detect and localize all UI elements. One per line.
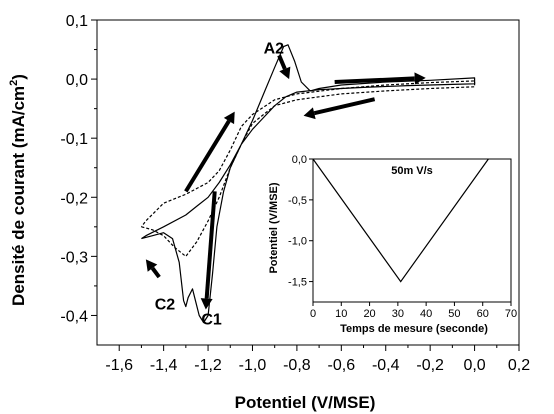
peak-annotations: A2 C2 C1 bbox=[155, 41, 284, 329]
x-tick-label: 0,2 bbox=[508, 357, 530, 374]
inset-y-tick-label: -0,5 bbox=[288, 195, 307, 207]
x-tick-label: -0,4 bbox=[372, 357, 400, 374]
y-axis-title: Densité de courant (mA/cm2) bbox=[8, 74, 28, 306]
inset-y-tick-label: -1,0 bbox=[288, 236, 307, 248]
arrow-head bbox=[303, 107, 316, 120]
arrow-head bbox=[279, 66, 291, 80]
inset-plot-frame bbox=[312, 158, 512, 303]
y-axis-title-main: Densité de courant (mA/cm bbox=[9, 86, 28, 306]
arrow-shaft bbox=[204, 191, 217, 299]
arrow-head bbox=[200, 298, 213, 310]
x-axis-title: Potentiel (V/MSE) bbox=[235, 393, 376, 412]
inset-title: 50m V/s bbox=[391, 165, 433, 177]
x-tick-label: -1,6 bbox=[105, 357, 133, 374]
inset-y-tick-label: 0,0 bbox=[292, 154, 307, 166]
inset-y-tick-label: -1,5 bbox=[288, 277, 307, 289]
inset-chart: 0 10 20 30 40 50 60 70 0,0 -0,5 -1,0 -1,5 50m V/s T… bbox=[268, 150, 517, 336]
main-plot-frame bbox=[96, 19, 520, 346]
x-tick-label: 0,0 bbox=[463, 357, 485, 374]
inset-x-tick-label: 20 bbox=[363, 308, 375, 320]
inset-axis-ticks: 0 10 20 30 40 50 60 70 0,0 -0,5 -1,0 -1,5 bbox=[288, 154, 517, 320]
inset-x-tick-label: 30 bbox=[392, 308, 404, 320]
inset-x-tick-label: 10 bbox=[335, 308, 347, 320]
inset-x-tick-label: 70 bbox=[505, 308, 517, 320]
x-tick-label: -0,2 bbox=[416, 357, 444, 374]
arrow-shaft bbox=[184, 119, 231, 193]
peak-label-c2: C2 bbox=[155, 297, 176, 314]
inset-x-tick-label: 40 bbox=[420, 308, 432, 320]
x-tick-label: -1,0 bbox=[239, 357, 267, 374]
y-axis-title-superscript: 2 bbox=[8, 80, 20, 86]
main-axis-ticks: -1,6 -1,4 -1,2 -1,0 -0,8 -0,6 -0,4 -0,2 0,0 0,2 0,… bbox=[60, 13, 530, 374]
arrow-shaft bbox=[313, 97, 376, 116]
inset-series-group bbox=[312, 158, 489, 283]
x-tick-label: -0,8 bbox=[283, 357, 311, 374]
direction-arrows-group bbox=[145, 54, 426, 310]
arrow-shaft bbox=[277, 54, 287, 70]
y-tick-label: -0,1 bbox=[60, 131, 88, 148]
arrow-head bbox=[414, 72, 426, 85]
y-tick-label: 0,0 bbox=[66, 72, 88, 89]
series-line-dashed bbox=[140, 80, 476, 257]
arrow-shaft bbox=[334, 76, 415, 85]
arrow-shaft bbox=[150, 266, 161, 279]
y-tick-label: 0,1 bbox=[66, 13, 88, 30]
inset-x-tick-label: 50 bbox=[448, 308, 460, 320]
x-tick-label: -0,6 bbox=[328, 357, 356, 374]
y-tick-label: -0,2 bbox=[60, 190, 88, 207]
x-tick-label: -1,4 bbox=[150, 357, 178, 374]
y-axis-title-end: ) bbox=[9, 74, 28, 80]
peak-label-a2: A2 bbox=[264, 41, 285, 58]
x-tick-label: -1,2 bbox=[194, 357, 222, 374]
main-series-group bbox=[140, 44, 476, 324]
inset-potential-line bbox=[312, 158, 489, 283]
inset-x-tick-label: 0 bbox=[310, 308, 316, 320]
inset-x-tick-label: 60 bbox=[477, 308, 489, 320]
arrow-head bbox=[145, 259, 158, 272]
y-tick-label: -0,4 bbox=[60, 308, 88, 325]
inset-x-axis-title: Temps de mesure (seconde) bbox=[340, 323, 488, 335]
inset-y-axis-title: Potentiel (V/MSE) bbox=[268, 182, 280, 273]
peak-label-c1: C1 bbox=[201, 311, 222, 328]
series-line-solid bbox=[141, 44, 476, 324]
arrow-head bbox=[223, 111, 235, 125]
y-tick-label: -0,3 bbox=[60, 249, 88, 266]
